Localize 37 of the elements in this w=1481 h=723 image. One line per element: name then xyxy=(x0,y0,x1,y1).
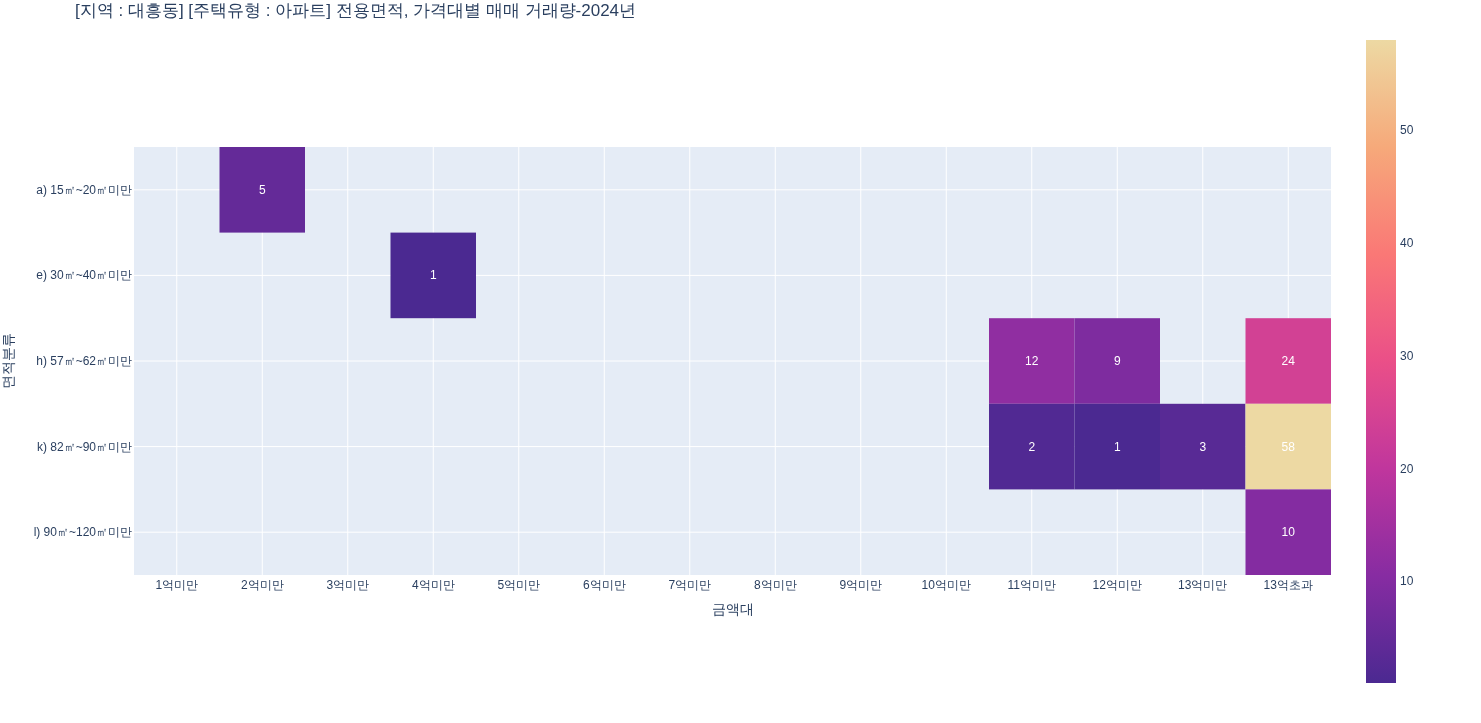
y-tick-label: k) 82㎡~90㎡미만 xyxy=(36,439,132,454)
x-tick-label: 1억미만 xyxy=(155,578,199,592)
y-tick-label: h) 57㎡~62㎡미만 xyxy=(36,354,132,368)
data-label: 9 xyxy=(1113,354,1121,368)
chart-title: [지역 : 대흥동] [주택유형 : 아파트] 전용면적, 가격대별 매매 거래량-2024년 xyxy=(75,1,637,20)
data-label: 58 xyxy=(1281,439,1296,454)
x-tick-label: 5억미만 xyxy=(497,578,541,592)
y-tick-label: a) 15㎡~20㎡미만 xyxy=(36,182,132,197)
data-label: 12 xyxy=(1025,354,1039,368)
x-tick-label: 12억미만 xyxy=(1092,578,1142,592)
x-axis-title: 금액대 xyxy=(711,601,754,617)
x-tick-label: 7억미만 xyxy=(668,578,712,592)
data-label: 1 xyxy=(1113,439,1121,454)
x-tick-label: 9억미만 xyxy=(839,578,883,592)
x-tick-label: 11억미만 xyxy=(1007,578,1056,592)
color-bar-label: 50 xyxy=(1400,123,1414,138)
x-tick-label: 6억미만 xyxy=(582,578,626,592)
y-tick-label: e) 30㎡~40㎡미만 xyxy=(36,268,132,283)
data-label: 3 xyxy=(1199,439,1207,454)
data-label: 1 xyxy=(429,268,437,283)
color-bar-label: 10 xyxy=(1400,574,1414,589)
color-bar-label: 20 xyxy=(1400,461,1414,476)
color-bar-label: 30 xyxy=(1400,348,1414,363)
x-tick-label: 13억초과 xyxy=(1263,578,1313,592)
y-tick-label: l) 90㎡~120㎡미만 xyxy=(33,525,132,540)
x-tick-label: 10억미만 xyxy=(921,578,971,592)
data-label: 5 xyxy=(258,182,266,197)
y-axis-title: 면적분류 xyxy=(0,333,16,389)
x-tick-label: 13억미만 xyxy=(1178,578,1228,592)
x-tick-label: 2억미만 xyxy=(240,578,284,592)
x-tick-label: 4억미만 xyxy=(411,578,455,592)
data-label: 24 xyxy=(1281,354,1296,368)
x-tick-label: 3억미만 xyxy=(326,578,370,592)
data-label: 10 xyxy=(1281,525,1296,540)
x-tick-label: 8억미만 xyxy=(753,578,797,592)
data-label: 2 xyxy=(1028,439,1036,454)
color-bar-label: 40 xyxy=(1400,236,1414,251)
